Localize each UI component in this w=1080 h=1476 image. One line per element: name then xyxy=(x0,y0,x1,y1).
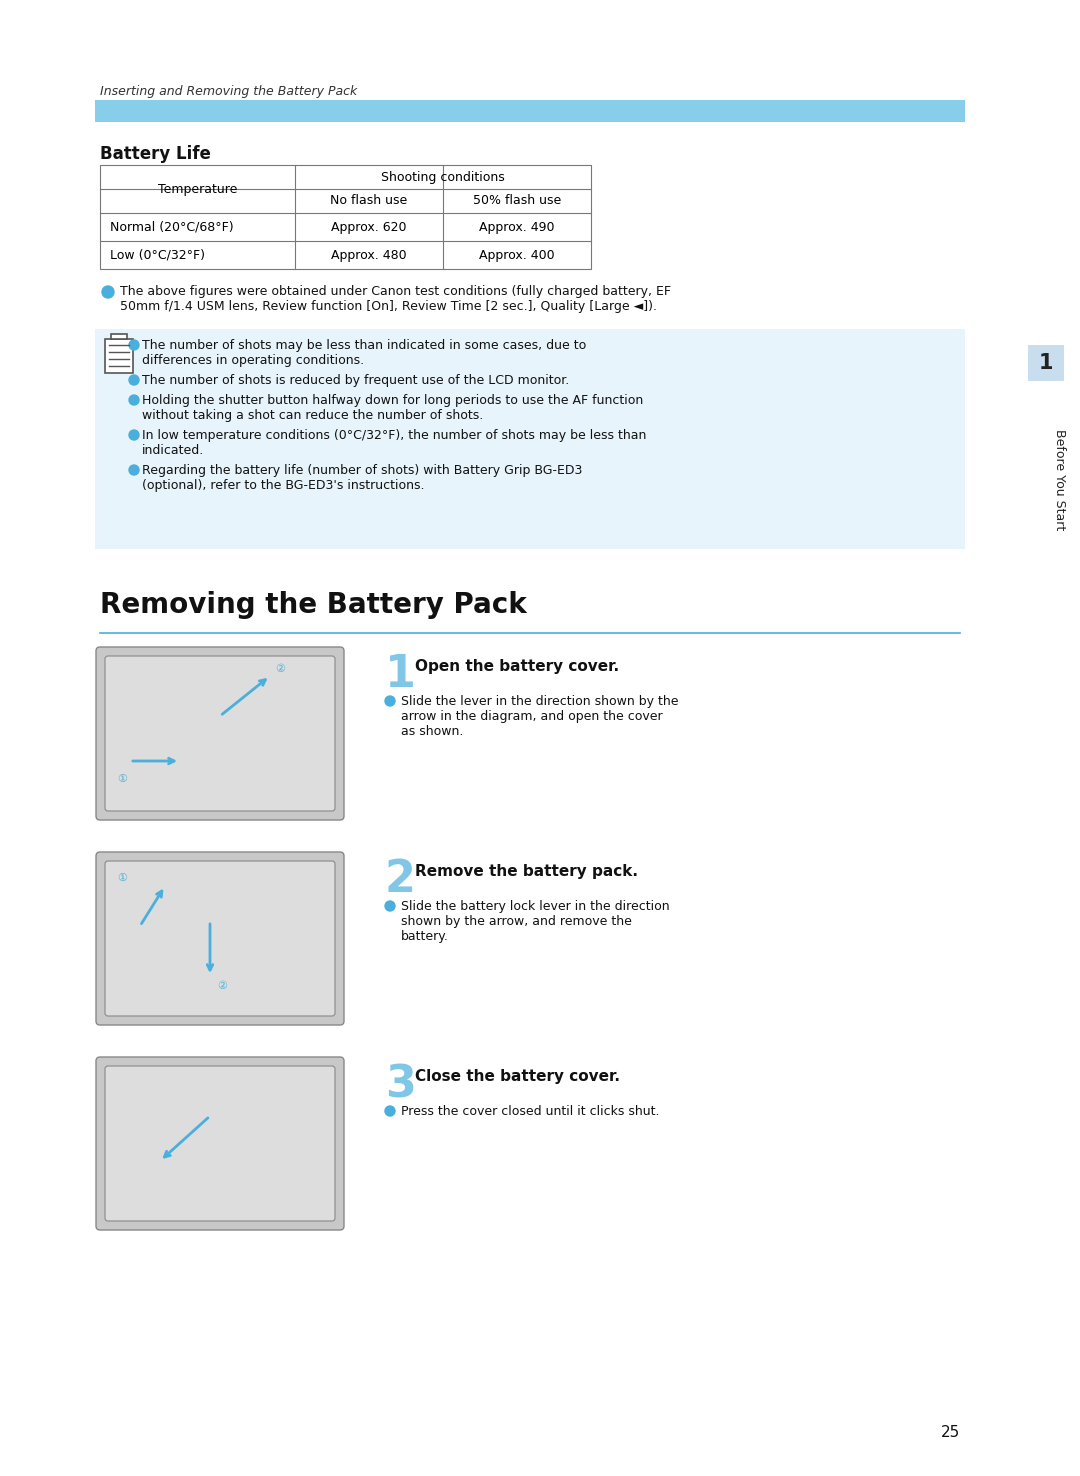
Text: ②: ② xyxy=(275,664,285,675)
Text: Open the battery cover.: Open the battery cover. xyxy=(415,658,619,675)
Bar xyxy=(111,334,127,339)
FancyBboxPatch shape xyxy=(96,646,345,821)
Circle shape xyxy=(102,286,114,298)
Bar xyxy=(95,100,966,123)
Text: In low temperature conditions (0°C/32°F), the number of shots may be less than
i: In low temperature conditions (0°C/32°F)… xyxy=(141,430,646,458)
Circle shape xyxy=(129,396,139,404)
Text: ②: ② xyxy=(217,982,227,990)
Text: 50% flash use: 50% flash use xyxy=(473,195,562,208)
Circle shape xyxy=(384,697,395,706)
Circle shape xyxy=(384,1106,395,1116)
Text: Inserting and Removing the Battery Pack: Inserting and Removing the Battery Pack xyxy=(100,86,357,97)
Circle shape xyxy=(384,900,395,911)
Text: 1: 1 xyxy=(384,652,416,697)
Bar xyxy=(1028,345,1064,381)
Text: Shooting conditions: Shooting conditions xyxy=(381,171,504,183)
Text: No flash use: No flash use xyxy=(330,195,407,208)
FancyBboxPatch shape xyxy=(105,655,335,810)
Text: Approx. 400: Approx. 400 xyxy=(480,248,555,261)
Circle shape xyxy=(129,375,139,385)
FancyBboxPatch shape xyxy=(105,861,335,1015)
FancyBboxPatch shape xyxy=(105,1066,335,1221)
FancyBboxPatch shape xyxy=(96,1057,345,1230)
Text: Removing the Battery Pack: Removing the Battery Pack xyxy=(100,590,527,618)
Circle shape xyxy=(129,465,139,475)
Text: Regarding the battery life (number of shots) with Battery Grip BG-ED3
(optional): Regarding the battery life (number of sh… xyxy=(141,463,582,492)
Text: Approx. 620: Approx. 620 xyxy=(332,220,407,233)
Text: Press the cover closed until it clicks shut.: Press the cover closed until it clicks s… xyxy=(401,1106,660,1117)
Text: ①: ① xyxy=(117,773,127,784)
FancyBboxPatch shape xyxy=(96,852,345,1024)
Text: The number of shots is reduced by frequent use of the LCD monitor.: The number of shots is reduced by freque… xyxy=(141,373,569,387)
Text: Temperature: Temperature xyxy=(158,183,238,195)
Text: Slide the battery lock lever in the direction
shown by the arrow, and remove the: Slide the battery lock lever in the dire… xyxy=(401,900,670,943)
Text: Close the battery cover.: Close the battery cover. xyxy=(415,1069,620,1083)
Text: Slide the lever in the direction shown by the
arrow in the diagram, and open the: Slide the lever in the direction shown b… xyxy=(401,695,678,738)
Bar xyxy=(105,339,133,373)
Text: The above figures were obtained under Canon test conditions (fully charged batte: The above figures were obtained under Ca… xyxy=(120,285,671,298)
Text: Approx. 480: Approx. 480 xyxy=(332,248,407,261)
Text: Low (0°C/32°F): Low (0°C/32°F) xyxy=(110,248,205,261)
Text: Normal (20°C/68°F): Normal (20°C/68°F) xyxy=(110,220,233,233)
Text: Approx. 490: Approx. 490 xyxy=(480,220,555,233)
Circle shape xyxy=(129,339,139,350)
Text: Remove the battery pack.: Remove the battery pack. xyxy=(415,863,638,880)
Text: 25: 25 xyxy=(941,1424,960,1441)
Text: 3: 3 xyxy=(384,1063,416,1106)
Text: 1: 1 xyxy=(1039,353,1053,373)
Text: 50mm f/1.4 USM lens, Review function [On], Review Time [2 sec.], Quality [Large : 50mm f/1.4 USM lens, Review function [On… xyxy=(120,300,657,313)
Text: ①: ① xyxy=(117,872,127,883)
Text: Holding the shutter button halfway down for long periods to use the AF function
: Holding the shutter button halfway down … xyxy=(141,394,644,422)
Text: Battery Life: Battery Life xyxy=(100,145,211,162)
Text: Before You Start: Before You Start xyxy=(1053,430,1067,531)
Bar xyxy=(100,165,591,269)
Bar xyxy=(95,329,966,549)
Circle shape xyxy=(129,430,139,440)
Text: The number of shots may be less than indicated in some cases, due to
differences: The number of shots may be less than ind… xyxy=(141,339,586,368)
Text: 2: 2 xyxy=(384,858,416,900)
